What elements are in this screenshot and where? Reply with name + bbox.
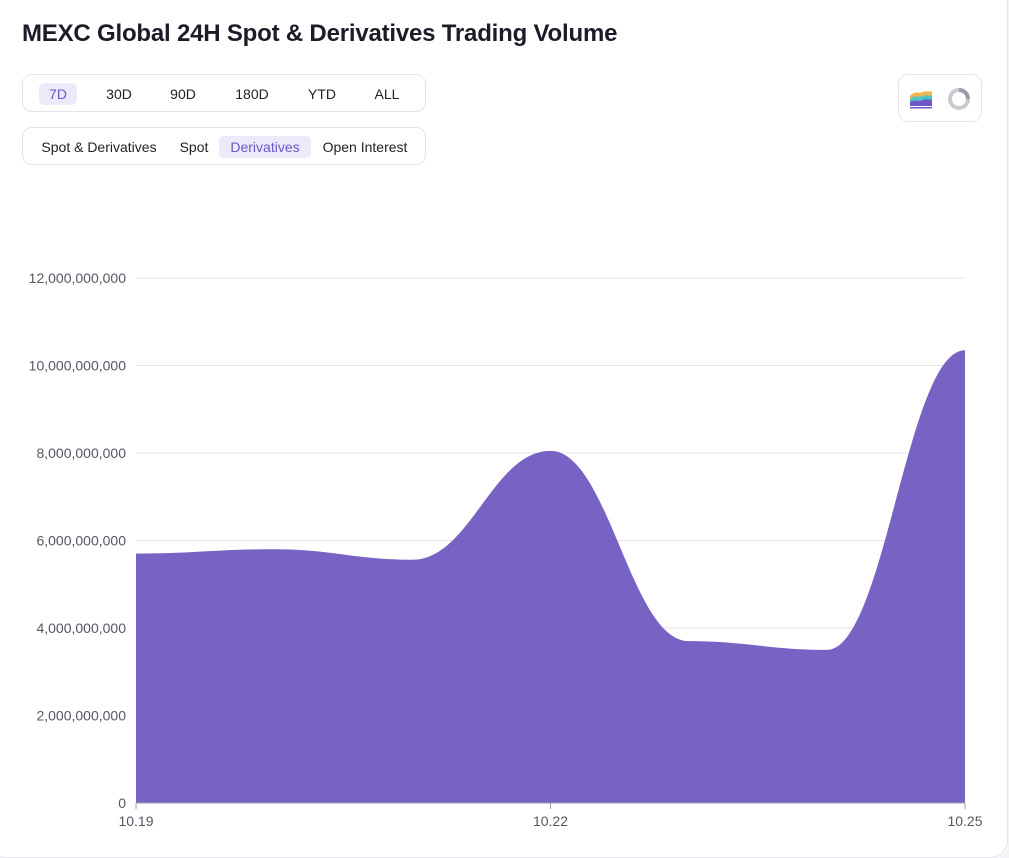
- data-point-10.19[interactable]: [133, 551, 139, 557]
- y-tick-label: 8,000,000,000: [36, 445, 126, 461]
- market-type-selector: Spot & Derivatives Spot Derivatives Open…: [22, 127, 426, 165]
- chart-type-toggle: [898, 74, 982, 122]
- x-tick-label: 10.25: [947, 813, 982, 829]
- y-tick-label: 2,000,000,000: [36, 708, 126, 724]
- range-tab-180d[interactable]: 180D: [235, 86, 269, 102]
- range-tab-all[interactable]: ALL: [374, 86, 400, 102]
- time-range-selector: 7D 30D 90D 180D YTD ALL: [22, 74, 426, 112]
- market-tab-derivatives[interactable]: Derivatives: [219, 136, 311, 158]
- derivatives-volume-area: [136, 350, 965, 803]
- data-point-10.20[interactable]: [271, 546, 277, 552]
- range-tab-ytd[interactable]: YTD: [308, 86, 336, 102]
- y-tick-label: 10,000,000,000: [29, 358, 127, 374]
- area-chart-icon[interactable]: [907, 85, 935, 113]
- market-tab-open-interest[interactable]: Open Interest: [322, 139, 408, 155]
- y-tick-label: 4,000,000,000: [36, 620, 126, 636]
- y-tick-label: 12,000,000,000: [29, 270, 127, 286]
- range-tab-30d[interactable]: 30D: [106, 86, 132, 102]
- market-tab-spot-derivatives[interactable]: Spot & Derivatives: [41, 139, 157, 155]
- x-tick-label: 10.19: [118, 813, 153, 829]
- page-title: MEXC Global 24H Spot & Derivatives Tradi…: [22, 20, 618, 47]
- data-point-10.25[interactable]: [962, 347, 968, 353]
- donut-chart-icon[interactable]: [945, 85, 973, 113]
- data-point-10.21[interactable]: [409, 557, 415, 563]
- range-tab-90d[interactable]: 90D: [170, 86, 196, 102]
- data-point-10.24[interactable]: [824, 647, 830, 653]
- y-tick-label: 6,000,000,000: [36, 533, 126, 549]
- y-tick-label: 0: [118, 795, 126, 811]
- data-point-10.23[interactable]: [686, 638, 692, 644]
- range-tab-7d[interactable]: 7D: [39, 83, 77, 105]
- watermark-text: TokenInsight: [780, 756, 940, 786]
- x-tick-label: 10.22: [533, 813, 568, 829]
- data-point-10.22[interactable]: [548, 448, 554, 454]
- market-tab-spot[interactable]: Spot: [179, 139, 209, 155]
